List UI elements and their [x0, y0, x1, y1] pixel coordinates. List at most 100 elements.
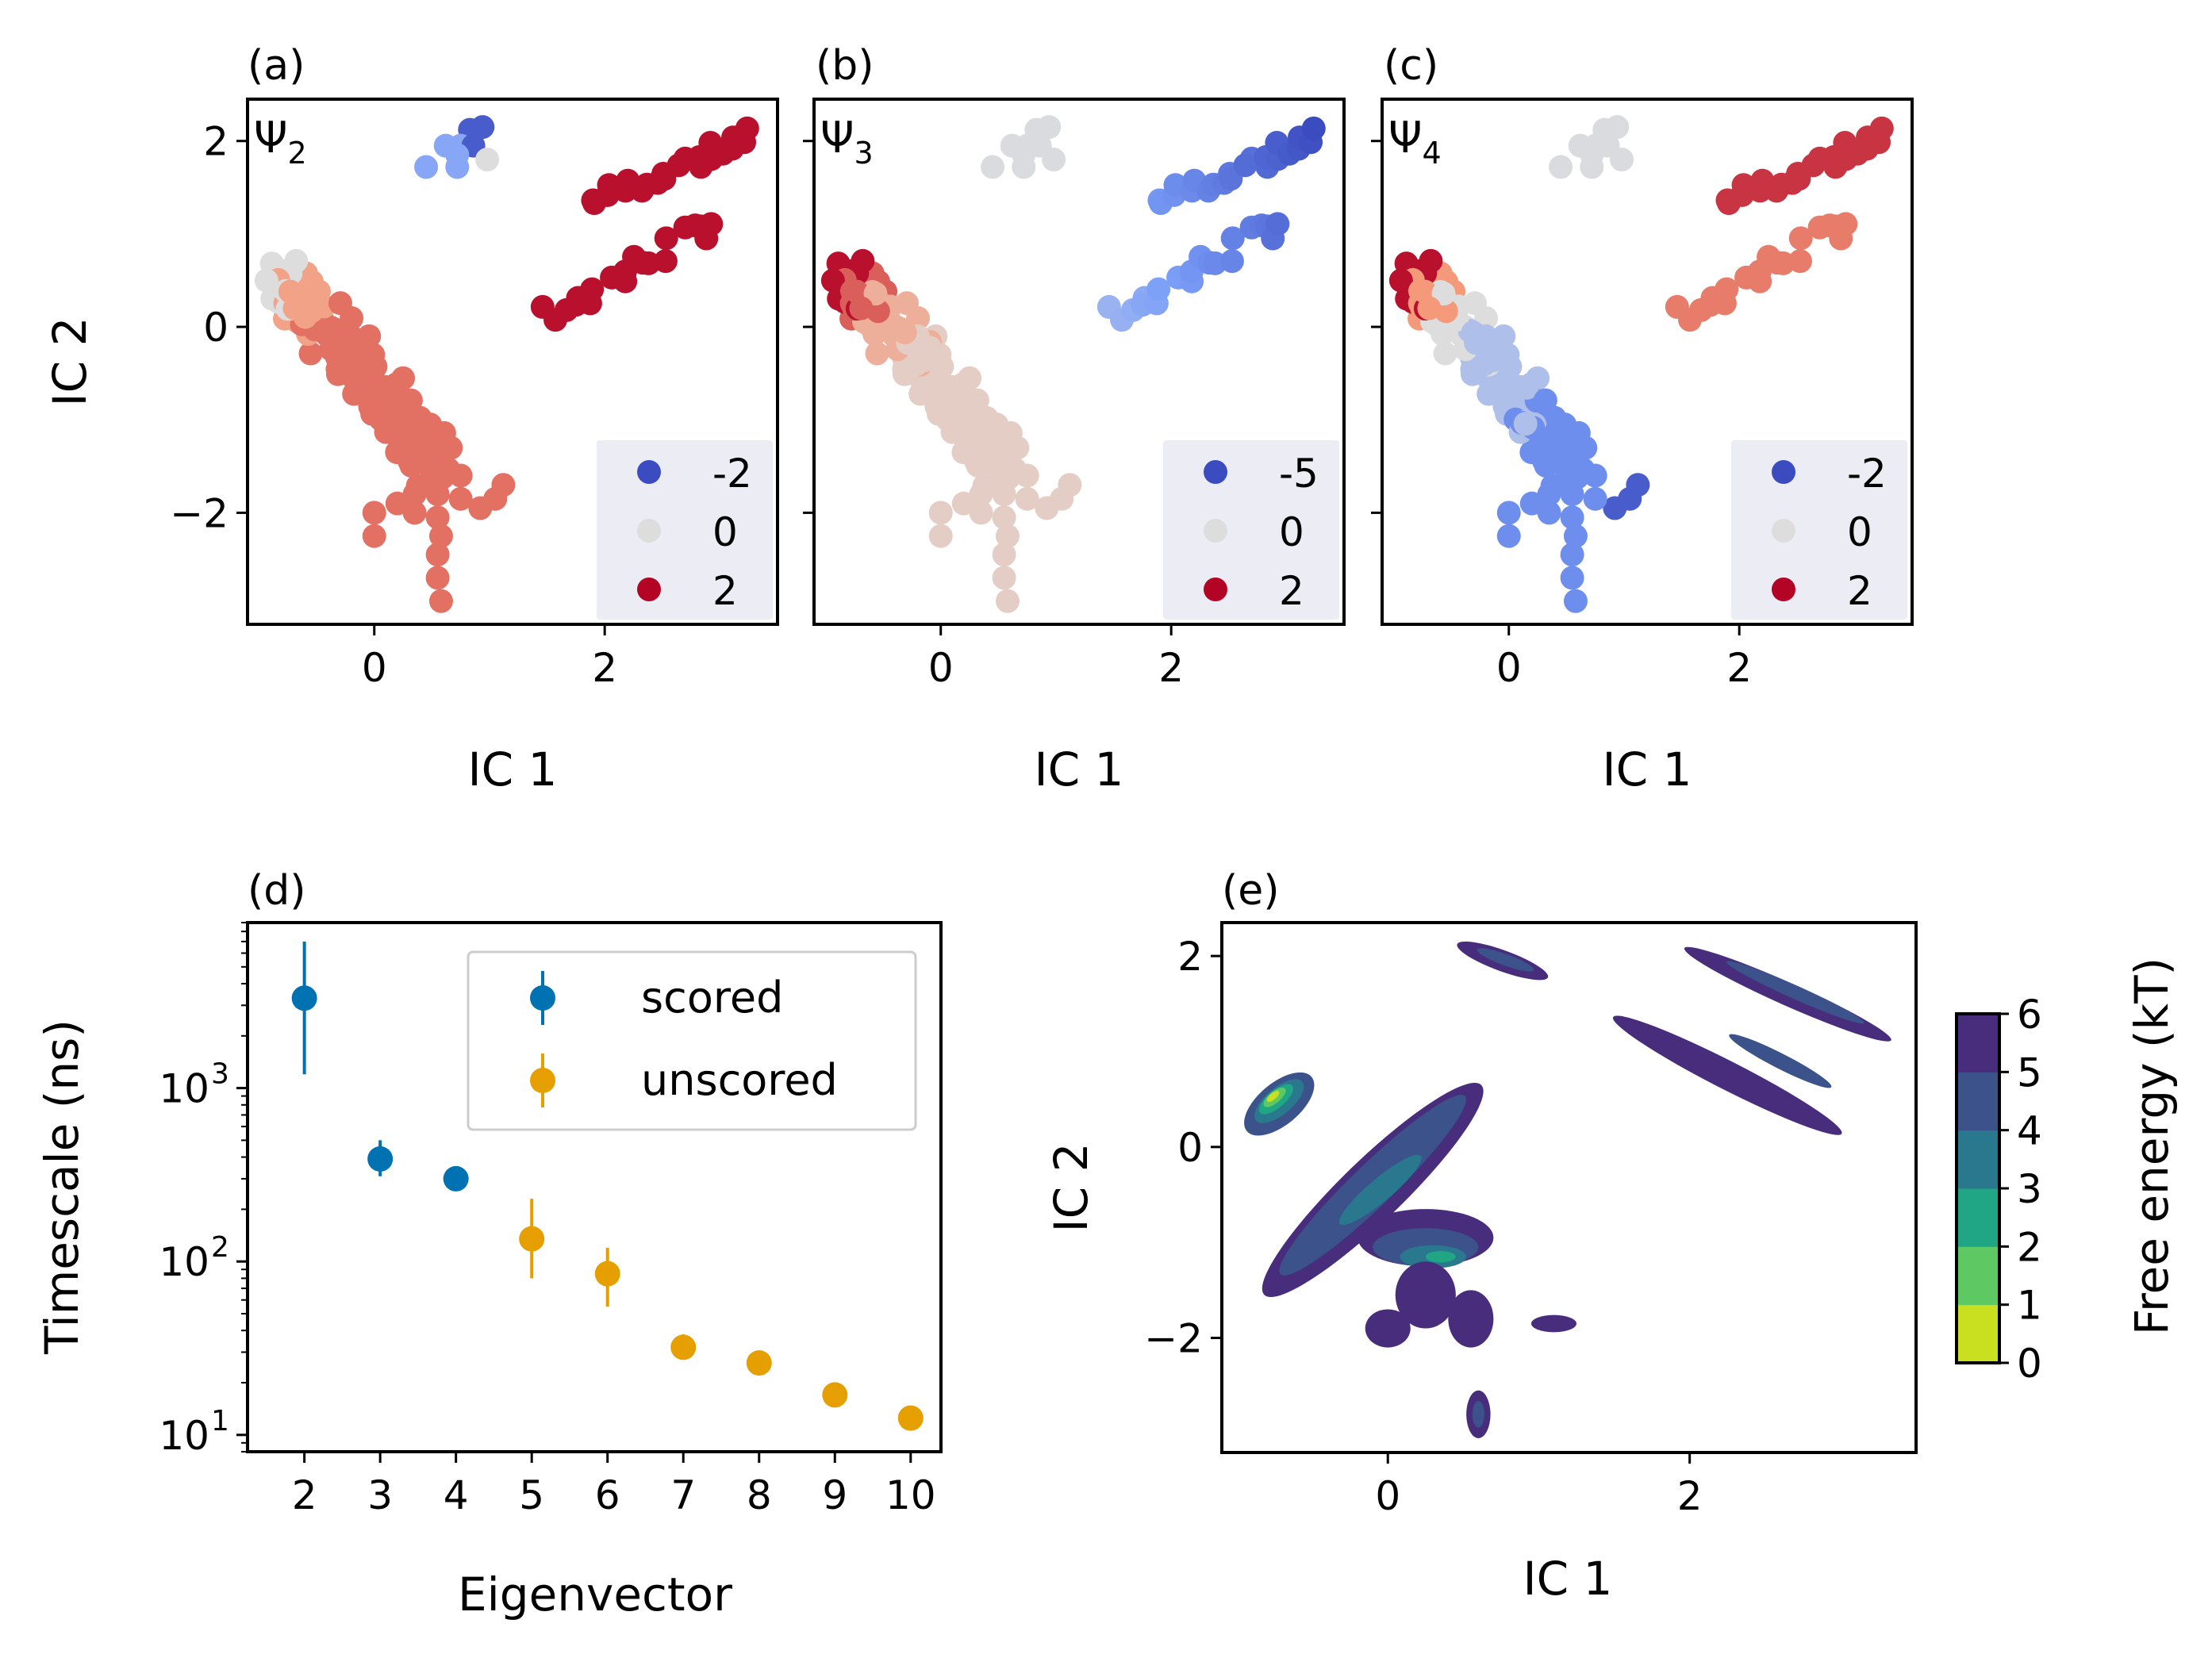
legend-marker [530, 985, 555, 1011]
axes-frame [1381, 98, 1914, 626]
data-point [1715, 277, 1739, 301]
data-point [865, 341, 889, 366]
colorbar-segment [1957, 1188, 1999, 1247]
data-point [1869, 116, 1894, 140]
colorbar-tick-label: 2 [2017, 1224, 2042, 1270]
data-point [1433, 341, 1457, 366]
data-point [337, 352, 362, 377]
data-point [1580, 155, 1604, 179]
x-tick-label: 2 [1726, 645, 1752, 691]
data-point [977, 428, 1002, 452]
data-point [1583, 463, 1607, 488]
data-point [1560, 505, 1584, 530]
legend-background [597, 440, 773, 620]
data-point [735, 116, 759, 140]
axes-frame [812, 98, 1346, 626]
free-energy-level-region [1395, 1261, 1456, 1329]
data-point [1834, 212, 1858, 236]
colorbar-segment [1957, 1130, 1999, 1189]
data-point [448, 463, 473, 488]
axes-frame [246, 921, 943, 1453]
data-point [397, 449, 422, 474]
data-point [981, 155, 1005, 179]
y-axis-label: IC 2 [1044, 1143, 1098, 1233]
colorbar-tick-label: 0 [2017, 1341, 2042, 1387]
colorbar-segment [1957, 1246, 1999, 1306]
data-point [398, 388, 423, 413]
x-tick-label: 0 [1496, 645, 1522, 691]
data-point [402, 482, 427, 506]
free-energy-level-region [1338, 1154, 1422, 1226]
data-point [297, 282, 321, 306]
data-point [654, 226, 678, 251]
data-point [425, 505, 450, 530]
data-point [969, 482, 993, 506]
y-tick-label: 10 [159, 1413, 209, 1459]
data-point [995, 524, 1020, 548]
data-point [1419, 248, 1443, 273]
data-point [1563, 524, 1588, 548]
x-axis-label: IC 1 [1603, 743, 1692, 796]
data-point [428, 589, 453, 613]
legend: -2 0 2 [597, 440, 773, 620]
legend-label: 2 [1847, 568, 1872, 614]
data-point [594, 1261, 620, 1287]
free-energy-level-region [1612, 1015, 1842, 1135]
scatter-panel-psi2: -2 0 2 0 2 −2 0 2 (a) Ψ2 IC 1 IC 2 [43, 42, 779, 796]
data-point [820, 268, 845, 293]
x-tick-label: 8 [747, 1472, 772, 1518]
legend-label: 2 [1279, 568, 1304, 614]
legend-marker [1772, 460, 1795, 484]
data-point [282, 296, 307, 320]
data-point [904, 352, 928, 377]
x-tick-label: 5 [519, 1472, 544, 1518]
y-tick-exponent: 2 [211, 1231, 229, 1264]
x-axis-label: Eigenvector [458, 1568, 732, 1621]
legend-label: unscored [641, 1055, 838, 1105]
data-point [863, 282, 888, 306]
data-point [1533, 388, 1557, 413]
data-point [1015, 463, 1039, 488]
colorbar-tick-label: 4 [2017, 1108, 2042, 1154]
y-tick-label: −2 [1144, 1316, 1203, 1362]
data-point [1537, 501, 1561, 525]
data-point [362, 524, 386, 548]
legend: -2 0 2 [1731, 440, 1907, 620]
data-point [1265, 212, 1290, 236]
y-tick-exponent: 1 [211, 1405, 229, 1437]
y-axis-label: IC 2 [43, 317, 97, 407]
data-point [928, 524, 953, 548]
data-point [1388, 268, 1413, 293]
data-point [1583, 486, 1607, 511]
x-axis-label: IC 1 [1523, 1552, 1613, 1606]
x-tick-label: 2 [592, 645, 617, 691]
colorbar-tick-label: 6 [2017, 992, 2042, 1038]
legend: -5 0 2 [1163, 440, 1339, 620]
data-point [1515, 375, 1539, 400]
free-energy-level-region [1472, 1401, 1484, 1428]
data-point [414, 155, 439, 179]
x-tick-label: 7 [670, 1472, 696, 1518]
data-point [468, 496, 493, 520]
data-point [1560, 543, 1584, 567]
data-point [969, 501, 993, 525]
data-point [1220, 226, 1245, 251]
legend-box [467, 950, 917, 1131]
x-tick-label: 0 [1375, 1473, 1400, 1519]
data-point [965, 388, 989, 413]
free-energy-level-region [1425, 1251, 1456, 1263]
data-point [411, 428, 436, 452]
free-energy-panel: 0 2 −2 0 2 (e) IC 1 IC 2 0 1 2 3 4 5 6 Free energy… [1044, 867, 2179, 1606]
colorbar-segment [1957, 1072, 1999, 1131]
data-point [893, 320, 917, 345]
data-point [995, 589, 1020, 613]
eigenvector-label: Ψ2 [254, 113, 307, 171]
data-point [1035, 496, 1059, 520]
scatter-points [820, 115, 1326, 613]
y-axis-label: Timescale (ns) [35, 1019, 89, 1355]
eigenvector-label: Ψ3 [820, 113, 874, 171]
legend-label: -5 [1279, 451, 1319, 497]
